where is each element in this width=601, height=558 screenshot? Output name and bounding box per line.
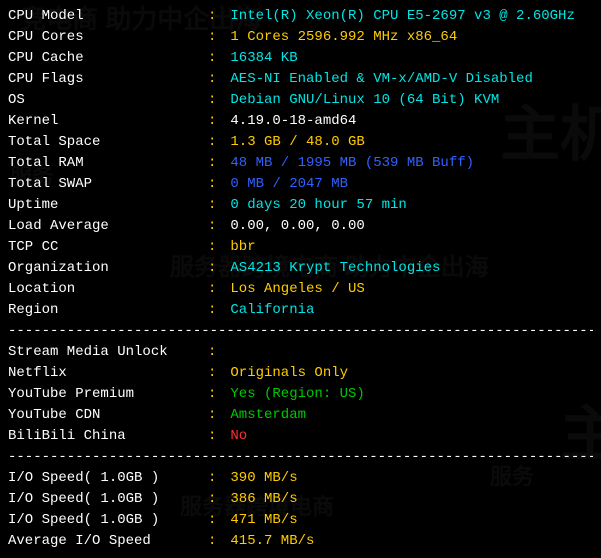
system-value: California [222,300,593,321]
system-label: CPU Flags [8,69,208,90]
system-row: OS: Debian GNU/Linux 10 (64 Bit) KVM [8,90,593,111]
io-value: 386 MB/s [222,489,593,510]
system-value: 16384 KB [222,48,593,69]
system-row: Uptime: 0 days 20 hour 57 min [8,195,593,216]
system-label: CPU Cores [8,27,208,48]
separator-colon: : [208,510,222,531]
separator-colon: : [208,90,222,111]
system-row: CPU Cores: 1 Cores 2596.992 MHz x86_64 [8,27,593,48]
io-row: I/O Speed( 1.0GB ): 471 MB/s [8,510,593,531]
io-row: Average I/O Speed: 415.7 MB/s [8,531,593,552]
system-row: Region: California [8,300,593,321]
system-label: Load Average [8,216,208,237]
separator-colon: : [208,300,222,321]
stream-label: Stream Media Unlock [8,342,208,363]
separator-colon: : [208,405,222,426]
stream-row: Stream Media Unlock: [8,342,593,363]
system-value: 1 Cores 2596.992 MHz x86_64 [222,27,593,48]
stream-value: Amsterdam [222,405,593,426]
separator-colon: : [208,531,222,552]
io-value: 471 MB/s [222,510,593,531]
stream-row: Netflix: Originals Only [8,363,593,384]
system-label: Total Space [8,132,208,153]
io-label: Average I/O Speed [8,531,208,552]
system-label: Total SWAP [8,174,208,195]
separator-colon: : [208,69,222,90]
separator-colon: : [208,174,222,195]
system-label: CPU Model [8,6,208,27]
separator-colon: : [208,426,222,447]
stream-row: YouTube CDN: Amsterdam [8,405,593,426]
system-row: Location: Los Angeles / US [8,279,593,300]
system-row: Total SWAP: 0 MB / 2047 MB [8,174,593,195]
separator-colon: : [208,258,222,279]
io-value: 390 MB/s [222,468,593,489]
separator-colon: : [208,363,222,384]
system-row: Total Space: 1.3 GB / 48.0 GB [8,132,593,153]
separator-colon: : [208,111,222,132]
system-value: AS4213 Krypt Technologies [222,258,593,279]
system-row: Organization: AS4213 Krypt Technologies [8,258,593,279]
stream-row: YouTube Premium: Yes (Region: US) [8,384,593,405]
io-row: I/O Speed( 1.0GB ): 390 MB/s [8,468,593,489]
io-row: I/O Speed( 1.0GB ): 386 MB/s [8,489,593,510]
stream-label: YouTube CDN [8,405,208,426]
stream-row: BiliBili China: No [8,426,593,447]
separator-colon: : [208,27,222,48]
io-label: I/O Speed( 1.0GB ) [8,468,208,489]
system-label: Location [8,279,208,300]
system-label: TCP CC [8,237,208,258]
stream-value [222,342,593,363]
io-value: 415.7 MB/s [222,531,593,552]
system-value: 0.00, 0.00, 0.00 [222,216,593,237]
system-label: Kernel [8,111,208,132]
system-value: Debian GNU/Linux 10 (64 Bit) KVM [222,90,593,111]
separator-colon: : [208,195,222,216]
separator-colon: : [208,132,222,153]
separator-colon: : [208,237,222,258]
stream-value: Originals Only [222,363,593,384]
terminal-output: CPU Model: Intel(R) Xeon(R) CPU E5-2697 … [0,0,601,558]
separator-colon: : [208,489,222,510]
system-row: TCP CC: bbr [8,237,593,258]
system-label: OS [8,90,208,111]
system-value: 1.3 GB / 48.0 GB [222,132,593,153]
stream-label: BiliBili China [8,426,208,447]
separator-colon: : [208,216,222,237]
system-label: CPU Cache [8,48,208,69]
separator-colon: : [208,48,222,69]
stream-label: YouTube Premium [8,384,208,405]
system-label: Uptime [8,195,208,216]
system-row: CPU Flags: AES-NI Enabled & VM-x/AMD-V D… [8,69,593,90]
separator-colon: : [208,468,222,489]
system-row: CPU Cache: 16384 KB [8,48,593,69]
divider: ----------------------------------------… [8,447,593,468]
system-row: Load Average: 0.00, 0.00, 0.00 [8,216,593,237]
separator-colon: : [208,384,222,405]
system-row: CPU Model: Intel(R) Xeon(R) CPU E5-2697 … [8,6,593,27]
system-value: Intel(R) Xeon(R) CPU E5-2697 v3 @ 2.60GH… [222,6,593,27]
system-label: Organization [8,258,208,279]
system-value: 0 days 20 hour 57 min [222,195,593,216]
stream-value: Yes (Region: US) [222,384,593,405]
system-value: 48 MB / 1995 MB (539 MB Buff) [222,153,593,174]
stream-label: Netflix [8,363,208,384]
system-row: Kernel: 4.19.0-18-amd64 [8,111,593,132]
system-label: Region [8,300,208,321]
divider: ----------------------------------------… [8,321,593,342]
system-value: bbr [222,237,593,258]
system-label: Total RAM [8,153,208,174]
system-value: 0 MB / 2047 MB [222,174,593,195]
system-value: Los Angeles / US [222,279,593,300]
system-row: Total RAM: 48 MB / 1995 MB (539 MB Buff) [8,153,593,174]
separator-colon: : [208,6,222,27]
separator-colon: : [208,153,222,174]
system-value: 4.19.0-18-amd64 [222,111,593,132]
system-value: AES-NI Enabled & VM-x/AMD-V Disabled [222,69,593,90]
separator-colon: : [208,342,222,363]
io-label: I/O Speed( 1.0GB ) [8,510,208,531]
separator-colon: : [208,279,222,300]
stream-value: No [222,426,593,447]
io-label: I/O Speed( 1.0GB ) [8,489,208,510]
